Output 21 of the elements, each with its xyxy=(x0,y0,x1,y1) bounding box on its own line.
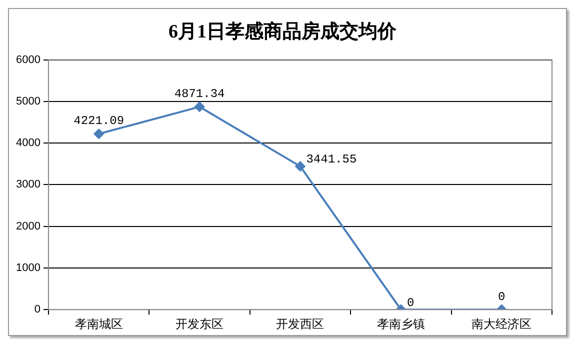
y-tick-label: 1000 xyxy=(16,262,40,274)
x-tick-label: 南大经济区 xyxy=(472,317,532,332)
x-tick-label: 孝南城区 xyxy=(74,317,123,332)
y-tick-label: 4000 xyxy=(16,137,40,150)
y-tick-label: 2000 xyxy=(16,220,40,232)
chart-title: 6月1日孝感商品房成交均价 xyxy=(168,20,398,42)
y-tick-label: 0 xyxy=(34,304,40,316)
y-tick-label: 5000 xyxy=(16,95,40,108)
data-label: 3441.55 xyxy=(306,152,357,166)
y-tick-label: 3000 xyxy=(16,178,40,191)
x-tick-label: 开发东区 xyxy=(176,317,224,332)
point xyxy=(94,128,104,139)
x-tick-label: 孝南乡镇 xyxy=(376,317,425,332)
data-label: 4871.34 xyxy=(174,86,225,101)
x-tick-label: 开发西区 xyxy=(276,317,324,332)
data-label: 0 xyxy=(406,296,414,310)
data-label: 4221.09 xyxy=(74,114,124,128)
data-label: 0 xyxy=(498,290,506,304)
point xyxy=(295,161,306,172)
y-tick-label: 6000 xyxy=(16,54,40,66)
point xyxy=(194,102,205,112)
